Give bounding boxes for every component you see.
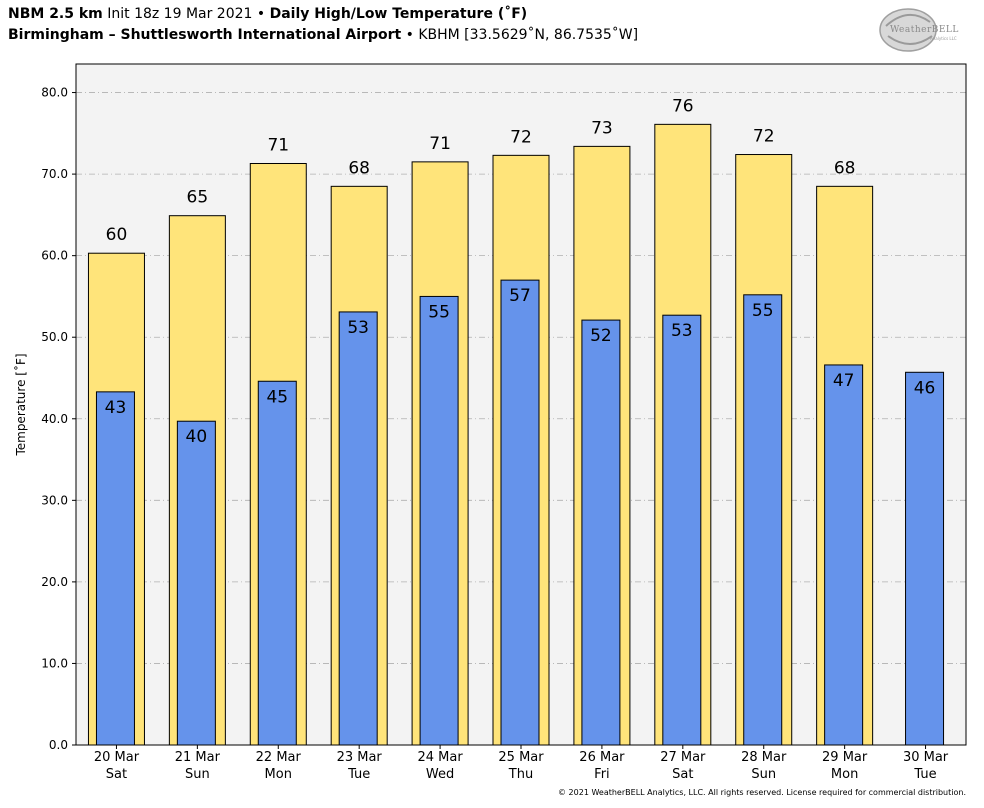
x-tick-label-day: Tue	[913, 767, 936, 782]
x-tick-label-date: 27 Mar	[660, 750, 706, 765]
high-value-label: 72	[510, 127, 532, 147]
x-tick-label-day: Thu	[508, 767, 533, 782]
y-axis-label: Temperature [˚F]	[13, 353, 28, 456]
x-tick-label-day: Sun	[751, 767, 776, 782]
low-bar	[176, 420, 216, 746]
x-tick-label-date: 25 Mar	[498, 750, 544, 765]
y-tick-label: 20.0	[41, 575, 68, 589]
low-bar	[257, 380, 297, 746]
high-value-label: 72	[753, 127, 775, 147]
low-value-label: 57	[509, 286, 531, 306]
high-value-label: 76	[672, 96, 694, 116]
chart-title: Daily High/Low Temperature (˚F)	[269, 6, 528, 22]
low-bar	[95, 391, 135, 746]
high-value-label: 60	[106, 225, 128, 245]
x-tick-label-day: Wed	[426, 767, 454, 782]
high-value-label: 68	[348, 158, 370, 178]
x-tick-label-day: Sun	[185, 767, 210, 782]
x-tick-label-day: Mon	[831, 767, 858, 782]
header-separator: •	[405, 27, 414, 43]
x-tick-label-day: Tue	[347, 767, 370, 782]
model-name: NBM 2.5 km	[8, 6, 103, 22]
header-separator: •	[256, 6, 266, 22]
low-value-label: 52	[590, 326, 612, 346]
low-value-label: 40	[186, 427, 208, 447]
low-bar	[824, 364, 864, 746]
y-tick-label: 40.0	[41, 412, 68, 426]
low-bar	[581, 319, 621, 746]
low-value-label: 55	[752, 301, 774, 321]
low-value-label: 45	[266, 387, 288, 407]
low-value-label: 55	[428, 302, 450, 322]
header-line-1: NBM 2.5 km Init 18z 19 Mar 2021 • Daily …	[8, 4, 638, 25]
x-tick-label-date: 22 Mar	[256, 750, 302, 765]
y-tick-label: 30.0	[41, 493, 68, 507]
x-tick-label-date: 30 Mar	[903, 750, 949, 765]
y-tick-label: 60.0	[41, 249, 68, 263]
y-tick-label: 10.0	[41, 656, 68, 670]
low-value-label: 43	[105, 398, 127, 418]
copyright-notice: © 2021 WeatherBELL Analytics, LLC. All r…	[558, 788, 966, 797]
low-value-label: 53	[671, 321, 693, 341]
x-tick-label-date: 20 Mar	[94, 750, 140, 765]
weatherbell-logo: WeatherBELL Analytics LLC	[878, 6, 968, 54]
logo-subtext: Analytics LLC	[930, 36, 957, 41]
x-tick-label-date: 26 Mar	[579, 750, 625, 765]
x-tick-label-date: 23 Mar	[337, 750, 383, 765]
high-value-label: 65	[187, 188, 209, 208]
x-tick-label-day: Sat	[672, 767, 693, 782]
high-value-label: 73	[591, 118, 613, 138]
x-tick-label-date: 28 Mar	[741, 750, 787, 765]
low-bar	[662, 314, 702, 746]
chart-header: NBM 2.5 km Init 18z 19 Mar 2021 • Daily …	[8, 4, 638, 46]
low-bar	[743, 294, 783, 746]
station-name: Birmingham – Shuttlesworth International…	[8, 27, 402, 43]
low-bar	[419, 295, 459, 746]
y-tick-label: 0.0	[49, 738, 68, 752]
plot-frame	[75, 63, 967, 746]
high-value-label: 71	[429, 134, 451, 154]
low-bar	[338, 311, 378, 746]
y-tick-label: 70.0	[41, 167, 68, 181]
y-tick-label: 80.0	[41, 86, 68, 100]
x-tick-label-day: Fri	[594, 767, 610, 782]
y-tick-label: 50.0	[41, 330, 68, 344]
x-tick-label-date: 21 Mar	[175, 750, 221, 765]
x-tick-label-day: Sat	[106, 767, 127, 782]
high-value-label: 71	[267, 135, 289, 155]
low-value-label: 47	[833, 371, 855, 391]
high-value-label: 68	[834, 158, 856, 178]
x-tick-label-day: Mon	[265, 767, 292, 782]
low-bar	[905, 371, 945, 746]
header-line-2: Birmingham – Shuttlesworth International…	[8, 25, 638, 46]
low-value-label: 53	[347, 318, 369, 338]
low-bar	[500, 279, 540, 746]
station-coordinates: KBHM [33.5629˚N, 86.7535˚W]	[418, 27, 639, 43]
x-tick-label-date: 24 Mar	[417, 750, 463, 765]
logo-text: WeatherBELL	[890, 25, 959, 35]
x-tick-label-date: 29 Mar	[822, 750, 868, 765]
low-value-label: 46	[914, 378, 936, 398]
init-time: Init 18z 19 Mar 2021	[107, 6, 253, 22]
logo-swirl-icon	[879, 8, 937, 52]
